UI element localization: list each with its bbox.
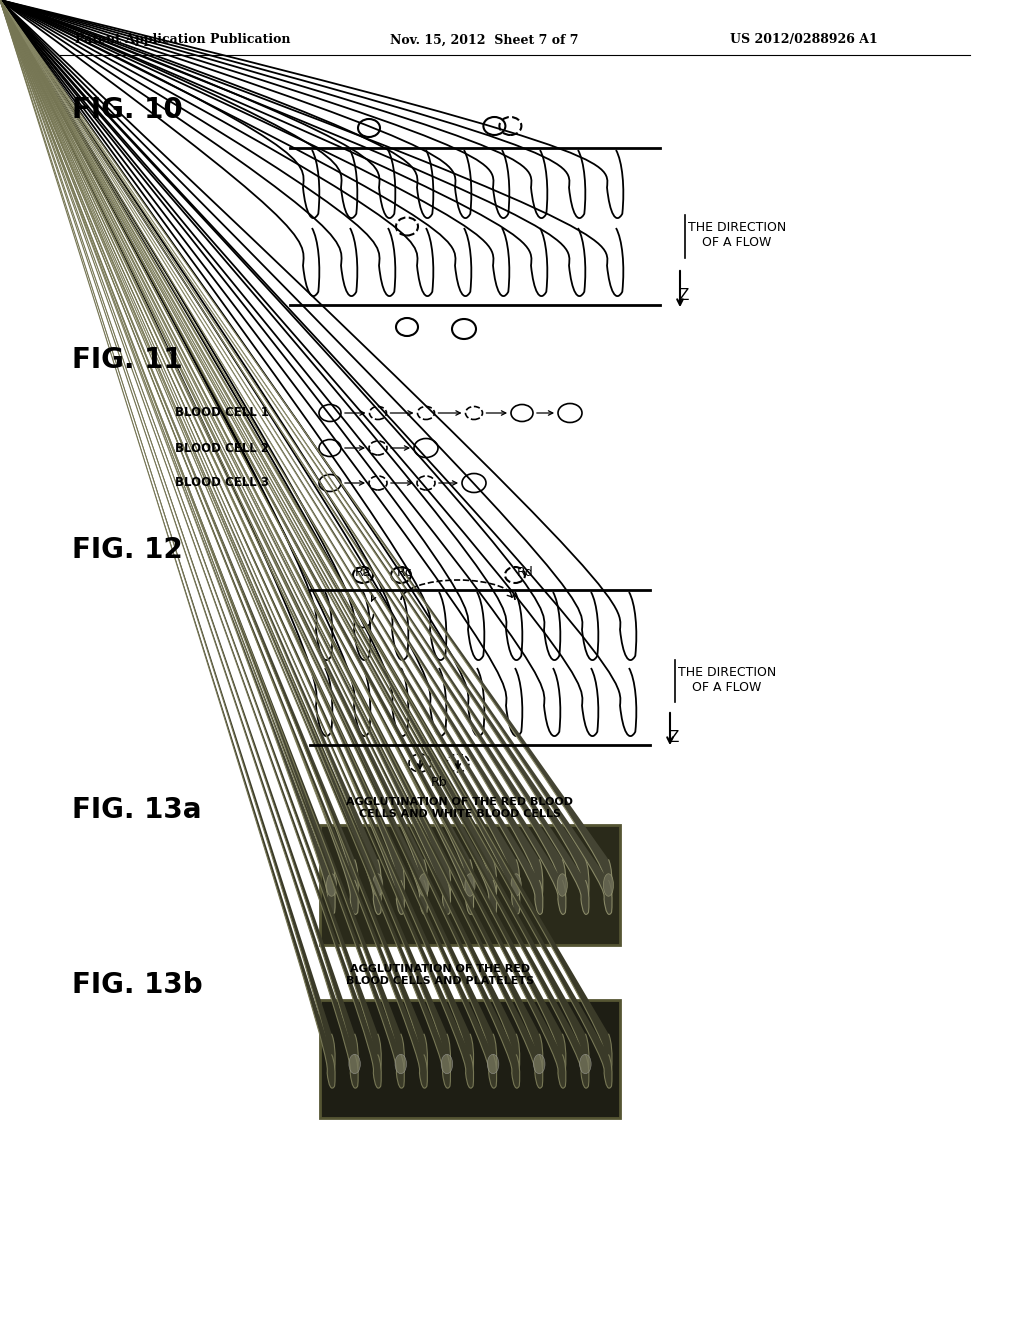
Ellipse shape — [534, 1055, 545, 1073]
Ellipse shape — [603, 874, 613, 896]
Text: Z: Z — [678, 289, 688, 304]
PathPatch shape — [0, 1034, 335, 1320]
Ellipse shape — [373, 874, 383, 896]
Ellipse shape — [395, 1055, 407, 1073]
PathPatch shape — [0, 859, 335, 1320]
PathPatch shape — [0, 880, 474, 1320]
PathPatch shape — [0, 1034, 381, 1320]
PathPatch shape — [0, 1034, 566, 1320]
PathPatch shape — [0, 859, 451, 1320]
Ellipse shape — [557, 874, 567, 896]
Ellipse shape — [487, 1055, 499, 1073]
PathPatch shape — [0, 1055, 497, 1320]
Text: FIG. 11: FIG. 11 — [72, 346, 182, 374]
Text: THE DIRECTION
OF A FLOW: THE DIRECTION OF A FLOW — [688, 220, 786, 249]
Ellipse shape — [465, 874, 475, 896]
PathPatch shape — [0, 1055, 473, 1320]
PathPatch shape — [0, 859, 543, 1320]
PathPatch shape — [0, 1055, 404, 1320]
Text: Rd: Rd — [517, 566, 534, 579]
Text: BLOOD CELL 3: BLOOD CELL 3 — [175, 477, 269, 490]
PathPatch shape — [0, 880, 543, 1320]
Bar — [319, 825, 620, 945]
Text: Nov. 15, 2012  Sheet 7 of 7: Nov. 15, 2012 Sheet 7 of 7 — [390, 33, 579, 46]
PathPatch shape — [0, 1055, 381, 1320]
Ellipse shape — [580, 1055, 591, 1073]
Text: BLOOD CELL 1: BLOOD CELL 1 — [175, 407, 269, 420]
PathPatch shape — [0, 1034, 612, 1320]
PathPatch shape — [0, 1055, 335, 1320]
PathPatch shape — [0, 880, 335, 1320]
PathPatch shape — [0, 1055, 427, 1320]
PathPatch shape — [0, 880, 612, 1320]
PathPatch shape — [0, 1034, 589, 1320]
Text: AGGLUTINATION OF THE RED
BLOOD CELLS AND PLATELETS: AGGLUTINATION OF THE RED BLOOD CELLS AND… — [346, 964, 535, 986]
PathPatch shape — [0, 859, 474, 1320]
Text: Patent Application Publication: Patent Application Publication — [75, 33, 291, 46]
PathPatch shape — [0, 1034, 427, 1320]
PathPatch shape — [0, 880, 427, 1320]
Text: Ra: Ra — [355, 566, 372, 579]
Text: AGGLUTINATION OF THE RED BLOOD
CELLS AND WHITE BLOOD CELLS: AGGLUTINATION OF THE RED BLOOD CELLS AND… — [346, 797, 573, 818]
Ellipse shape — [349, 1055, 360, 1073]
PathPatch shape — [0, 880, 566, 1320]
PathPatch shape — [0, 880, 358, 1320]
Ellipse shape — [419, 874, 429, 896]
Ellipse shape — [511, 874, 521, 896]
PathPatch shape — [0, 859, 612, 1320]
PathPatch shape — [0, 1034, 543, 1320]
PathPatch shape — [0, 1034, 473, 1320]
Text: Z: Z — [668, 730, 678, 744]
Text: FIG. 13a: FIG. 13a — [72, 796, 202, 824]
PathPatch shape — [0, 1055, 358, 1320]
Text: Rc: Rc — [397, 566, 413, 579]
Ellipse shape — [327, 874, 337, 896]
PathPatch shape — [0, 859, 566, 1320]
Text: FIG. 12: FIG. 12 — [72, 536, 182, 564]
PathPatch shape — [0, 859, 358, 1320]
PathPatch shape — [0, 880, 451, 1320]
PathPatch shape — [0, 880, 589, 1320]
PathPatch shape — [0, 1055, 589, 1320]
Text: FIG. 10: FIG. 10 — [72, 96, 182, 124]
Text: Rb: Rb — [431, 776, 447, 789]
PathPatch shape — [0, 859, 520, 1320]
PathPatch shape — [0, 880, 404, 1320]
PathPatch shape — [0, 1055, 566, 1320]
PathPatch shape — [0, 859, 404, 1320]
PathPatch shape — [0, 1055, 520, 1320]
PathPatch shape — [0, 1034, 451, 1320]
PathPatch shape — [0, 1034, 520, 1320]
Text: THE DIRECTION
OF A FLOW: THE DIRECTION OF A FLOW — [678, 667, 776, 694]
Text: US 2012/0288926 A1: US 2012/0288926 A1 — [730, 33, 878, 46]
PathPatch shape — [0, 859, 381, 1320]
PathPatch shape — [0, 859, 589, 1320]
PathPatch shape — [0, 880, 520, 1320]
PathPatch shape — [0, 880, 497, 1320]
Text: FIG. 13b: FIG. 13b — [72, 972, 203, 999]
Ellipse shape — [441, 1055, 453, 1073]
PathPatch shape — [0, 1055, 451, 1320]
PathPatch shape — [0, 1055, 612, 1320]
Bar — [319, 1001, 620, 1118]
PathPatch shape — [0, 859, 427, 1320]
PathPatch shape — [0, 1055, 543, 1320]
Text: BLOOD CELL 2: BLOOD CELL 2 — [175, 441, 269, 454]
PathPatch shape — [0, 859, 497, 1320]
PathPatch shape — [0, 880, 381, 1320]
PathPatch shape — [0, 1034, 497, 1320]
PathPatch shape — [0, 1034, 358, 1320]
PathPatch shape — [0, 1034, 404, 1320]
